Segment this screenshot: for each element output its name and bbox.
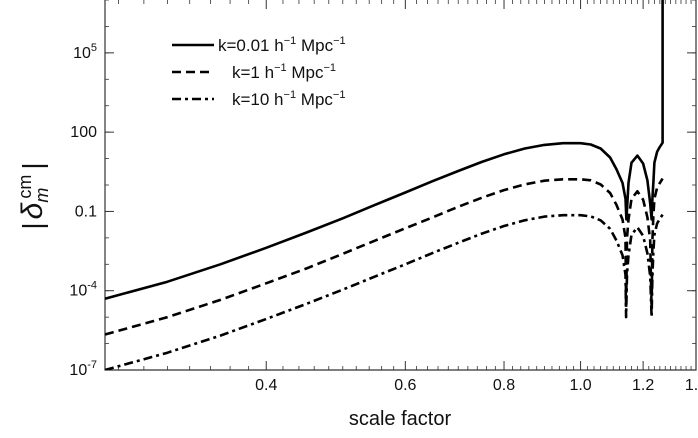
y-tick-label-4: 105 [73, 42, 97, 62]
axis-ticks: 0.4 0.6 0.8 1.0 1.2 1.4 10-7 10-4 0.1 100 105 [69, 0, 698, 394]
x-tick-label-1: 0.6 [394, 377, 416, 394]
legend-label-1: k=1 h−1 Mpc−1 [232, 62, 336, 82]
y-tick-label-1: 10-4 [69, 280, 97, 300]
x-tick-label-3: 1.0 [569, 377, 591, 394]
y-axis-label-delta: δ [16, 202, 49, 219]
legend-label-2: k=10 h−1 Mpc−1 [232, 89, 345, 109]
legend-label-0: k=0.01 h−1 Mpc−1 [218, 35, 346, 55]
x-axis-label: scale factor [349, 408, 452, 430]
plot-frame [104, 0, 697, 371]
series-line-1 [105, 177, 664, 336]
series-line-0 [105, 0, 664, 300]
y-axis-label-bar-right: | [17, 162, 48, 169]
y-axis-label-bar-left: | [17, 222, 48, 229]
y-axis-label: | δmcm | [15, 162, 52, 229]
axes-frame [104, 0, 697, 371]
x-tick-label-2: 0.8 [493, 377, 515, 394]
x-tick-label-0: 0.4 [255, 377, 277, 394]
y-axis-label-superscript: cm [15, 175, 35, 199]
x-tick-label-5: 1.4 [685, 377, 698, 394]
x-tick-label-4: 1.2 [632, 377, 654, 394]
y-tick-label-3: 100 [70, 124, 97, 141]
series-line-2 [105, 213, 664, 370]
y-tick-label-0: 10-7 [69, 359, 97, 379]
series-lines [105, 0, 664, 370]
y-axis-label-subscript: m [32, 188, 52, 203]
y-tick-label-2: 0.1 [75, 203, 97, 220]
legend: k=0.01 h−1 Mpc−1 k=1 h−1 Mpc−1 k=10 h−1 Mp… [172, 35, 346, 109]
